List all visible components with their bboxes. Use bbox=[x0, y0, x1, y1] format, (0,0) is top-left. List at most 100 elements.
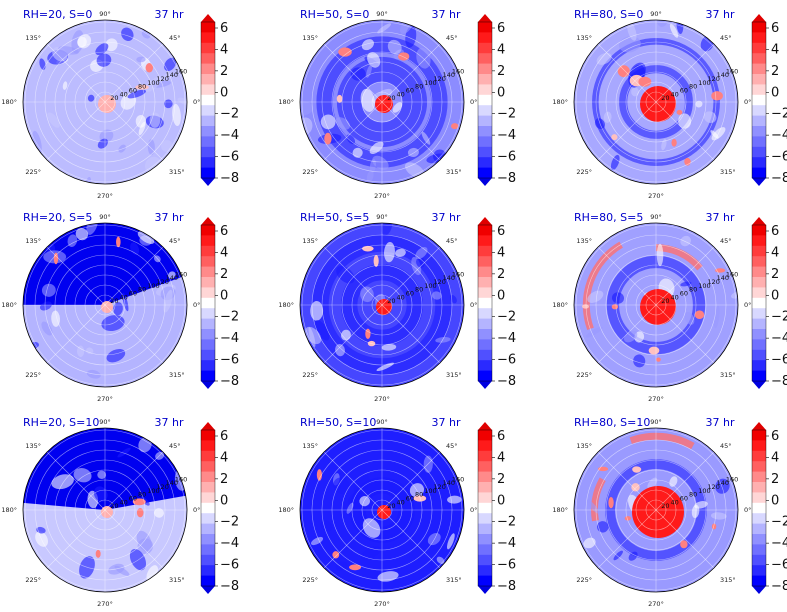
field-blob bbox=[346, 134, 356, 145]
colorbar-extend-top bbox=[752, 14, 766, 22]
colorbar-tick-label: −4 bbox=[497, 331, 516, 346]
angular-gridline bbox=[46, 43, 106, 103]
radial-tick-label: 120 bbox=[707, 278, 719, 286]
positive-spot bbox=[336, 94, 343, 103]
field-blob bbox=[121, 27, 134, 41]
colorbar-segment bbox=[201, 32, 215, 44]
colorbar-tick-label: 6 bbox=[771, 429, 779, 444]
colorbar-segment bbox=[478, 32, 492, 44]
colorbar-segment bbox=[201, 256, 215, 267]
colorbar-tick-label: 0 bbox=[220, 493, 228, 508]
field-blob bbox=[353, 473, 370, 494]
field-blob bbox=[145, 76, 163, 92]
colorbar-segment bbox=[478, 245, 492, 257]
colorbar: 6 4 2 0 −2 −4 −6 −8 bbox=[477, 14, 516, 186]
polar-frame bbox=[299, 19, 465, 185]
radial-tick-label: 140 bbox=[443, 479, 455, 487]
colorbar-segment bbox=[201, 63, 215, 75]
colorbar-segment bbox=[478, 146, 492, 158]
colorbar-segment bbox=[478, 482, 492, 493]
angle-tick-label: 225° bbox=[302, 371, 318, 379]
angle-tick-label: 135° bbox=[25, 237, 41, 245]
colorbar-segment bbox=[752, 136, 766, 148]
colorbar-segment bbox=[478, 266, 492, 278]
colorbar-segment bbox=[478, 544, 492, 556]
colorbar-segment bbox=[478, 502, 492, 514]
radial-tick-label: 40 bbox=[119, 293, 127, 301]
panel-title: RH=20, S=10 bbox=[23, 416, 99, 429]
radial-tick-label: 60 bbox=[680, 87, 688, 95]
colorbar-tick-label: −8 bbox=[220, 171, 239, 186]
colorbar-tick-label: 4 bbox=[497, 245, 505, 260]
field-blob bbox=[86, 347, 94, 355]
angle-tick-label: 315° bbox=[446, 371, 462, 379]
angle-tick-label: 315° bbox=[169, 576, 185, 584]
field-blob bbox=[136, 56, 146, 63]
angle-tick-label: 90° bbox=[650, 213, 662, 221]
radial-tick-label: 120 bbox=[707, 75, 719, 83]
colorbar-segment bbox=[752, 575, 766, 587]
positive-spot bbox=[316, 469, 322, 481]
field-blob bbox=[163, 289, 173, 313]
field-blob bbox=[73, 468, 92, 483]
colorbar-segment bbox=[478, 157, 492, 168]
radial-tick-label: 40 bbox=[119, 90, 127, 98]
field-blob bbox=[51, 310, 61, 327]
colorbar-tick-label: −2 bbox=[220, 515, 239, 530]
radial-tick-label: 40 bbox=[396, 293, 404, 301]
field-blob bbox=[138, 437, 152, 453]
field-blob bbox=[585, 326, 603, 338]
colorbar-segment bbox=[752, 329, 766, 340]
positive-spot bbox=[611, 304, 619, 310]
colorbar-tick-label: 6 bbox=[220, 429, 228, 444]
field-blob bbox=[350, 67, 366, 81]
angle-tick-label: 270° bbox=[648, 395, 664, 403]
positive-spot bbox=[451, 123, 459, 130]
radial-tick-label: 100 bbox=[424, 79, 436, 87]
field-blob bbox=[596, 52, 612, 65]
angular-gridline bbox=[381, 451, 441, 511]
angular-gridline bbox=[323, 43, 383, 103]
colorbar-segment bbox=[752, 297, 766, 309]
colorbar-frame bbox=[200, 224, 216, 382]
radial-tick-label: 100 bbox=[698, 487, 710, 495]
field-blob bbox=[392, 102, 403, 113]
colorbar-segment bbox=[478, 308, 492, 319]
radial-tick-label: 60 bbox=[406, 495, 414, 503]
polar-panel: 20 40 60 80 10012014016090°45°0°315°270°225°… bbox=[1, 211, 239, 403]
colorbar-frame bbox=[477, 429, 493, 587]
colorbar-segment bbox=[201, 74, 215, 85]
colorbar-segment bbox=[752, 565, 766, 576]
angle-tick-label: 225° bbox=[302, 576, 318, 584]
field-blob bbox=[51, 474, 74, 490]
panel-time-label: 37 hr bbox=[706, 416, 735, 429]
field-blob bbox=[427, 532, 441, 546]
colorbar-segment bbox=[201, 94, 215, 106]
colorbar-segment bbox=[752, 471, 766, 483]
colorbar-segment bbox=[752, 225, 766, 236]
field-blob bbox=[360, 286, 374, 303]
field-blob bbox=[661, 138, 667, 151]
colorbar-tick-label: −6 bbox=[220, 150, 239, 165]
colorbar-segment bbox=[201, 471, 215, 483]
radial-tick-label: 160 bbox=[726, 67, 738, 75]
radial-tick-label: 20 bbox=[387, 94, 395, 102]
colorbar-tick-label: 0 bbox=[220, 288, 228, 303]
angular-gridline bbox=[597, 43, 657, 103]
angle-tick-label: 90° bbox=[376, 213, 388, 221]
colorbar-segment bbox=[478, 492, 492, 504]
field-blob bbox=[41, 283, 56, 297]
radial-tick-label: 140 bbox=[443, 71, 455, 79]
colorbar-tick-label: −8 bbox=[497, 579, 516, 594]
colorbar-segment bbox=[201, 523, 215, 535]
field-blob bbox=[369, 141, 384, 155]
radial-tick-label: 20 bbox=[661, 94, 669, 102]
radial-tick-label: 40 bbox=[670, 293, 678, 301]
angle-tick-label: 135° bbox=[302, 237, 318, 245]
colorbar-extend-top bbox=[478, 422, 492, 430]
colorbar-segment bbox=[478, 565, 492, 576]
angle-tick-label: 180° bbox=[552, 301, 568, 309]
angular-gridline bbox=[104, 304, 164, 364]
positive-spot bbox=[324, 132, 332, 145]
field-blob bbox=[684, 311, 695, 325]
